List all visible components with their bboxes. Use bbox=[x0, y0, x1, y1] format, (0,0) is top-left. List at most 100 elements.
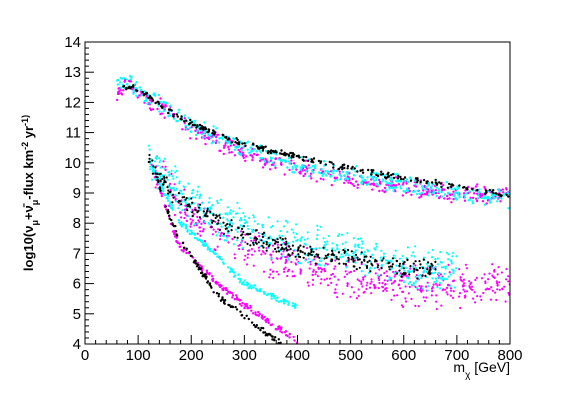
data-point bbox=[480, 298, 483, 301]
data-point bbox=[198, 195, 202, 198]
data-point bbox=[270, 294, 273, 298]
data-point bbox=[319, 160, 323, 163]
data-point bbox=[184, 226, 188, 230]
data-point bbox=[325, 256, 328, 259]
data-point bbox=[458, 184, 461, 187]
data-point bbox=[269, 268, 272, 271]
data-point bbox=[287, 245, 291, 248]
data-point bbox=[418, 196, 421, 199]
data-point bbox=[439, 182, 443, 185]
data-point bbox=[401, 194, 404, 197]
data-point bbox=[402, 290, 405, 293]
data-point bbox=[176, 234, 179, 237]
data-point bbox=[258, 232, 261, 235]
data-point bbox=[396, 272, 399, 275]
data-point bbox=[356, 256, 359, 259]
data-point bbox=[229, 209, 232, 212]
data-point bbox=[190, 121, 193, 124]
data-point bbox=[187, 215, 190, 218]
data-point bbox=[158, 173, 161, 176]
data-point bbox=[468, 190, 471, 193]
data-point bbox=[475, 199, 479, 203]
data-point bbox=[282, 225, 286, 228]
data-point bbox=[243, 306, 246, 310]
data-point bbox=[491, 289, 494, 292]
data-point bbox=[202, 242, 205, 246]
data-point bbox=[198, 238, 201, 241]
data-point bbox=[221, 137, 224, 141]
data-point bbox=[371, 177, 375, 180]
data-point bbox=[346, 232, 349, 235]
data-point bbox=[375, 242, 378, 245]
data-point bbox=[163, 157, 166, 160]
data-point bbox=[387, 175, 390, 178]
data-point bbox=[471, 188, 474, 191]
data-point bbox=[308, 267, 311, 270]
data-point bbox=[180, 118, 183, 121]
data-point bbox=[186, 230, 189, 233]
data-point bbox=[402, 274, 405, 277]
data-point bbox=[231, 238, 234, 241]
data-point bbox=[195, 126, 198, 129]
data-point bbox=[452, 198, 455, 201]
data-point bbox=[435, 294, 438, 297]
data-point bbox=[402, 262, 405, 265]
data-point bbox=[463, 282, 466, 285]
data-point bbox=[307, 284, 310, 287]
data-point bbox=[409, 265, 412, 268]
data-point bbox=[399, 180, 403, 183]
data-point bbox=[247, 286, 250, 290]
data-point bbox=[332, 254, 335, 257]
data-point bbox=[465, 290, 469, 293]
data-point bbox=[420, 191, 423, 195]
data-point bbox=[198, 220, 201, 223]
data-point bbox=[395, 264, 398, 267]
data-point bbox=[492, 197, 496, 200]
data-point bbox=[290, 156, 293, 159]
data-point bbox=[313, 258, 316, 261]
data-point bbox=[219, 149, 222, 153]
data-point bbox=[358, 258, 361, 261]
data-point bbox=[370, 292, 373, 295]
data-point bbox=[277, 300, 281, 303]
data-point bbox=[175, 200, 178, 203]
data-point bbox=[132, 84, 135, 87]
data-point bbox=[214, 216, 217, 220]
data-point bbox=[152, 93, 155, 96]
data-point bbox=[194, 262, 198, 265]
data-point bbox=[299, 168, 303, 171]
data-point bbox=[215, 139, 218, 142]
data-point bbox=[222, 216, 225, 219]
data-point bbox=[417, 305, 420, 308]
data-point bbox=[382, 255, 385, 258]
data-point bbox=[361, 171, 365, 174]
data-point bbox=[283, 248, 286, 251]
data-point bbox=[279, 158, 283, 161]
data-point bbox=[238, 302, 242, 306]
data-point bbox=[475, 197, 478, 200]
data-point bbox=[148, 153, 151, 157]
data-point bbox=[495, 280, 498, 283]
data-point bbox=[288, 160, 291, 163]
data-point bbox=[184, 200, 187, 203]
data-point bbox=[226, 223, 229, 226]
data-point bbox=[341, 163, 344, 167]
data-point bbox=[290, 253, 293, 256]
data-point bbox=[170, 204, 173, 207]
data-point bbox=[252, 264, 255, 267]
data-point bbox=[156, 107, 159, 111]
data-point bbox=[440, 261, 443, 264]
data-point bbox=[284, 299, 287, 302]
data-point bbox=[256, 288, 259, 292]
data-point bbox=[504, 300, 507, 303]
data-point bbox=[493, 276, 496, 279]
data-point bbox=[348, 172, 351, 175]
data-point bbox=[271, 323, 274, 326]
data-point bbox=[399, 187, 403, 190]
data-point bbox=[351, 183, 354, 186]
data-point bbox=[387, 182, 391, 185]
data-point bbox=[158, 187, 162, 191]
data-point bbox=[196, 190, 199, 193]
data-point bbox=[360, 261, 363, 264]
